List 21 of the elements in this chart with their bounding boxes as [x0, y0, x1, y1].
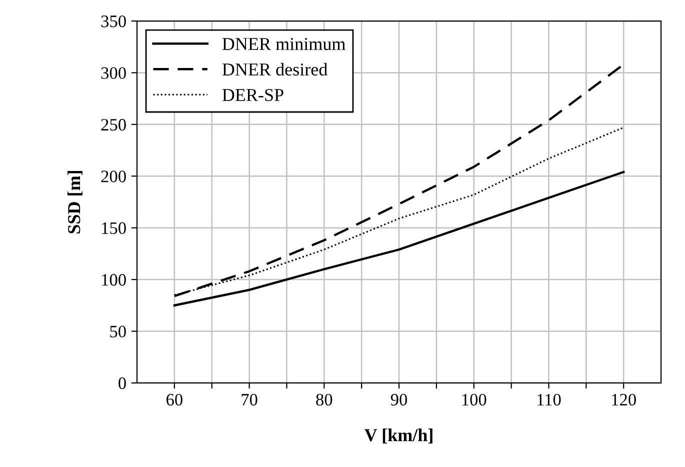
legend-label: DER-SP	[222, 88, 284, 102]
x-axis-title: V [km/h]	[364, 428, 432, 444]
y-tick-label: 150	[102, 222, 126, 234]
y-tick-label: 300	[101, 67, 126, 79]
y-tick-label: 250	[101, 118, 126, 131]
y-tick-label: 0	[118, 377, 126, 390]
x-tick-label: 80	[316, 394, 332, 406]
line-series	[173, 170, 625, 306]
x-tick-label: 60	[166, 394, 182, 406]
x-tick-label: 110	[538, 394, 561, 406]
x-tick-label: 120	[612, 394, 636, 406]
y-tick-label: 350	[101, 15, 126, 28]
x-tick-label: 70	[242, 394, 258, 406]
legend-label: DNER desired	[222, 62, 328, 76]
x-tick-label: 90	[390, 394, 408, 406]
y-axis-title: SSD [m]	[68, 170, 82, 234]
y-tick-label: 50	[110, 326, 126, 338]
y-tick-label: 200	[101, 170, 126, 182]
x-tick-label: 100	[462, 394, 486, 406]
legend-label: DNER minimum	[222, 38, 346, 50]
y-tick-label: 100	[102, 274, 126, 286]
